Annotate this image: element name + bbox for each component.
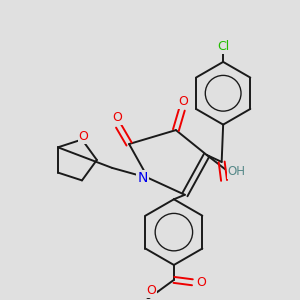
Text: O: O (112, 111, 122, 124)
Text: OH: OH (228, 165, 246, 178)
Text: O: O (196, 276, 206, 289)
Text: N: N (137, 171, 148, 185)
Text: Cl: Cl (217, 40, 229, 53)
Text: O: O (178, 95, 188, 108)
Text: O: O (79, 130, 88, 143)
Text: O: O (146, 284, 156, 297)
